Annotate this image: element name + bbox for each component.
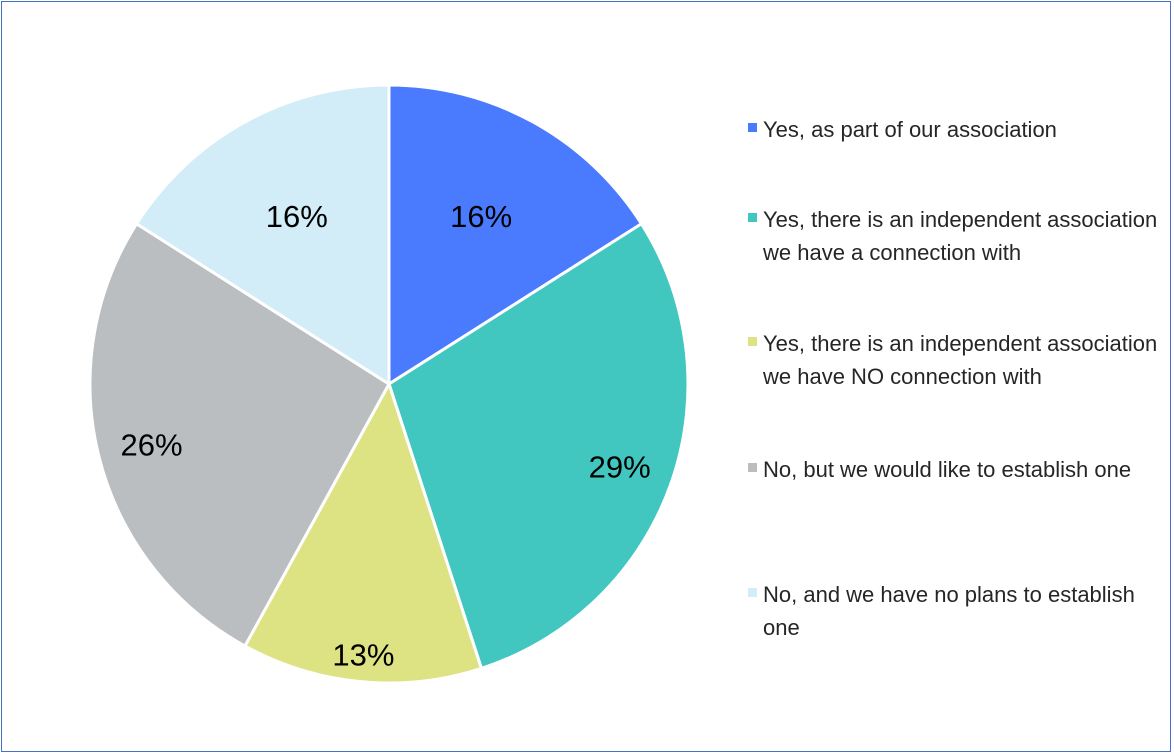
slice-percent-label: 26%	[120, 427, 182, 462]
legend-swatch	[748, 213, 757, 222]
legend-item: No, and we have no plans to establish on…	[748, 578, 1163, 644]
pie-slice	[135, 83, 391, 386]
slice-percent-label: 13%	[332, 637, 394, 672]
legend-swatch	[748, 463, 757, 472]
slice-percent-label: 16%	[450, 199, 512, 234]
legend-label: No, but we would like to establish one	[763, 457, 1132, 482]
legend-item: Yes, there is an independent association…	[748, 327, 1163, 393]
legend-item: Yes, there is an independent association…	[748, 203, 1163, 269]
pie-slice	[243, 382, 483, 685]
legend-item: No, but we would like to establish one	[748, 453, 1163, 486]
legend-swatch	[748, 123, 757, 132]
pie-slice	[88, 222, 391, 648]
legend-swatch	[748, 588, 757, 597]
legend-label: Yes, as part of our association	[763, 117, 1057, 142]
legend-label: No, and we have no plans to establish on…	[763, 582, 1135, 640]
legend-swatch	[748, 337, 757, 346]
slice-percent-label: 29%	[589, 450, 651, 485]
legend-label: Yes, there is an independent association…	[763, 207, 1158, 265]
pie-slice	[387, 83, 643, 386]
legend-item: Yes, as part of our association	[748, 113, 1163, 146]
slice-percent-label: 16%	[266, 199, 328, 234]
pie-slice	[387, 222, 690, 670]
legend-label: Yes, there is an independent association…	[763, 331, 1158, 389]
